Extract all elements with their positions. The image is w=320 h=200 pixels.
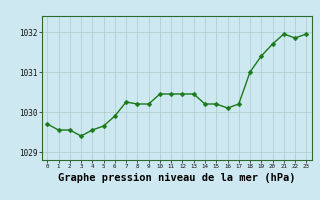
X-axis label: Graphe pression niveau de la mer (hPa): Graphe pression niveau de la mer (hPa) bbox=[58, 173, 296, 183]
